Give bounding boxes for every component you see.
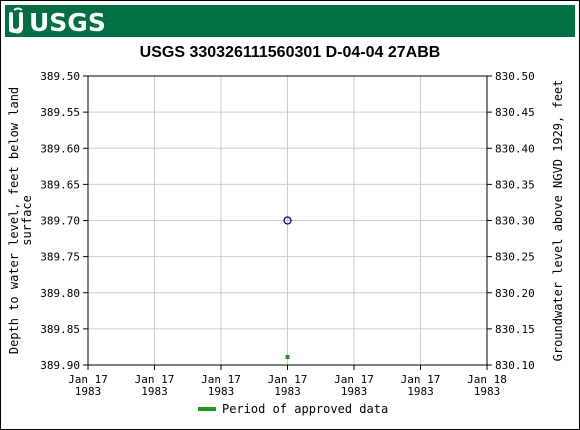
x-tick-year-label: 1983 [274, 385, 301, 398]
x-tick-year-label: 1983 [75, 385, 102, 398]
data-point [283, 216, 292, 225]
y-axis-right-label: Groundwater level above NGVD 1929, feet [551, 80, 565, 362]
y-right-tick-label: 830.30 [495, 215, 535, 228]
legend: Period of approved data [198, 402, 388, 416]
legend-label: Period of approved data [222, 402, 388, 416]
y-right-tick-label: 830.45 [495, 106, 535, 119]
y-right-tick-label: 830.40 [495, 142, 535, 155]
x-tick-year-label: 1983 [474, 385, 501, 398]
x-tick-year-label: 1983 [407, 385, 434, 398]
y-right-tick-label: 830.25 [495, 251, 535, 264]
x-tick-label: Jan 17 [68, 373, 108, 386]
y-axis-right: 830.50 830.45 830.40 830.35 830.30 830.25 830.… [487, 70, 535, 372]
y-left-label-line: surface [20, 195, 34, 246]
y-axis-left-label: Depth to water level, feet below landsur… [7, 87, 34, 354]
usgs-logo[interactable]: USGS [5, 5, 115, 37]
data-marks [283, 216, 292, 359]
y-left-tick-label: 389.90 [40, 359, 80, 372]
x-tick-label: Jan 17 [135, 373, 175, 386]
x-tick-label: Jan 18 [467, 373, 507, 386]
usgs-logo-text: USGS [29, 8, 106, 37]
usgs-banner: USGS [5, 5, 575, 37]
y-left-tick-label: 389.60 [40, 142, 80, 155]
x-tick-label: Jan 17 [334, 373, 374, 386]
y-left-tick-label: 389.85 [40, 323, 80, 336]
x-tick-label: Jan 17 [268, 373, 308, 386]
x-tick-label: Jan 17 [201, 373, 241, 386]
x-tick-label: Jan 17 [401, 373, 441, 386]
approved-period-mark [285, 355, 290, 359]
y-left-tick-label: 389.70 [40, 215, 80, 228]
y-right-tick-label: 830.50 [495, 70, 535, 83]
y-right-tick-label: 830.15 [495, 323, 535, 336]
x-tick-year-label: 1983 [208, 385, 235, 398]
y-left-tick-label: 389.65 [40, 178, 80, 191]
x-tick-year-label: 1983 [141, 385, 168, 398]
y-left-label-line: Depth to water level, feet below land [7, 87, 21, 354]
y-right-tick-label: 830.20 [495, 287, 535, 300]
chart-title: USGS 330326111560301 D-04-04 27ABB [139, 44, 441, 61]
y-axis-left: 389.50 389.55 389.60 389.65 389.70 389.75 389.… [40, 70, 88, 372]
y-right-tick-label: 830.35 [495, 178, 535, 191]
y-left-tick-label: 389.50 [40, 70, 80, 83]
y-left-tick-label: 389.80 [40, 287, 80, 300]
grid-lines [87, 75, 488, 366]
y-left-tick-label: 389.55 [40, 106, 80, 119]
usgs-wave-icon [9, 7, 23, 34]
x-tick-year-label: 1983 [341, 385, 368, 398]
y-right-tick-label: 830.10 [495, 359, 535, 372]
y-left-tick-label: 389.75 [40, 251, 80, 264]
